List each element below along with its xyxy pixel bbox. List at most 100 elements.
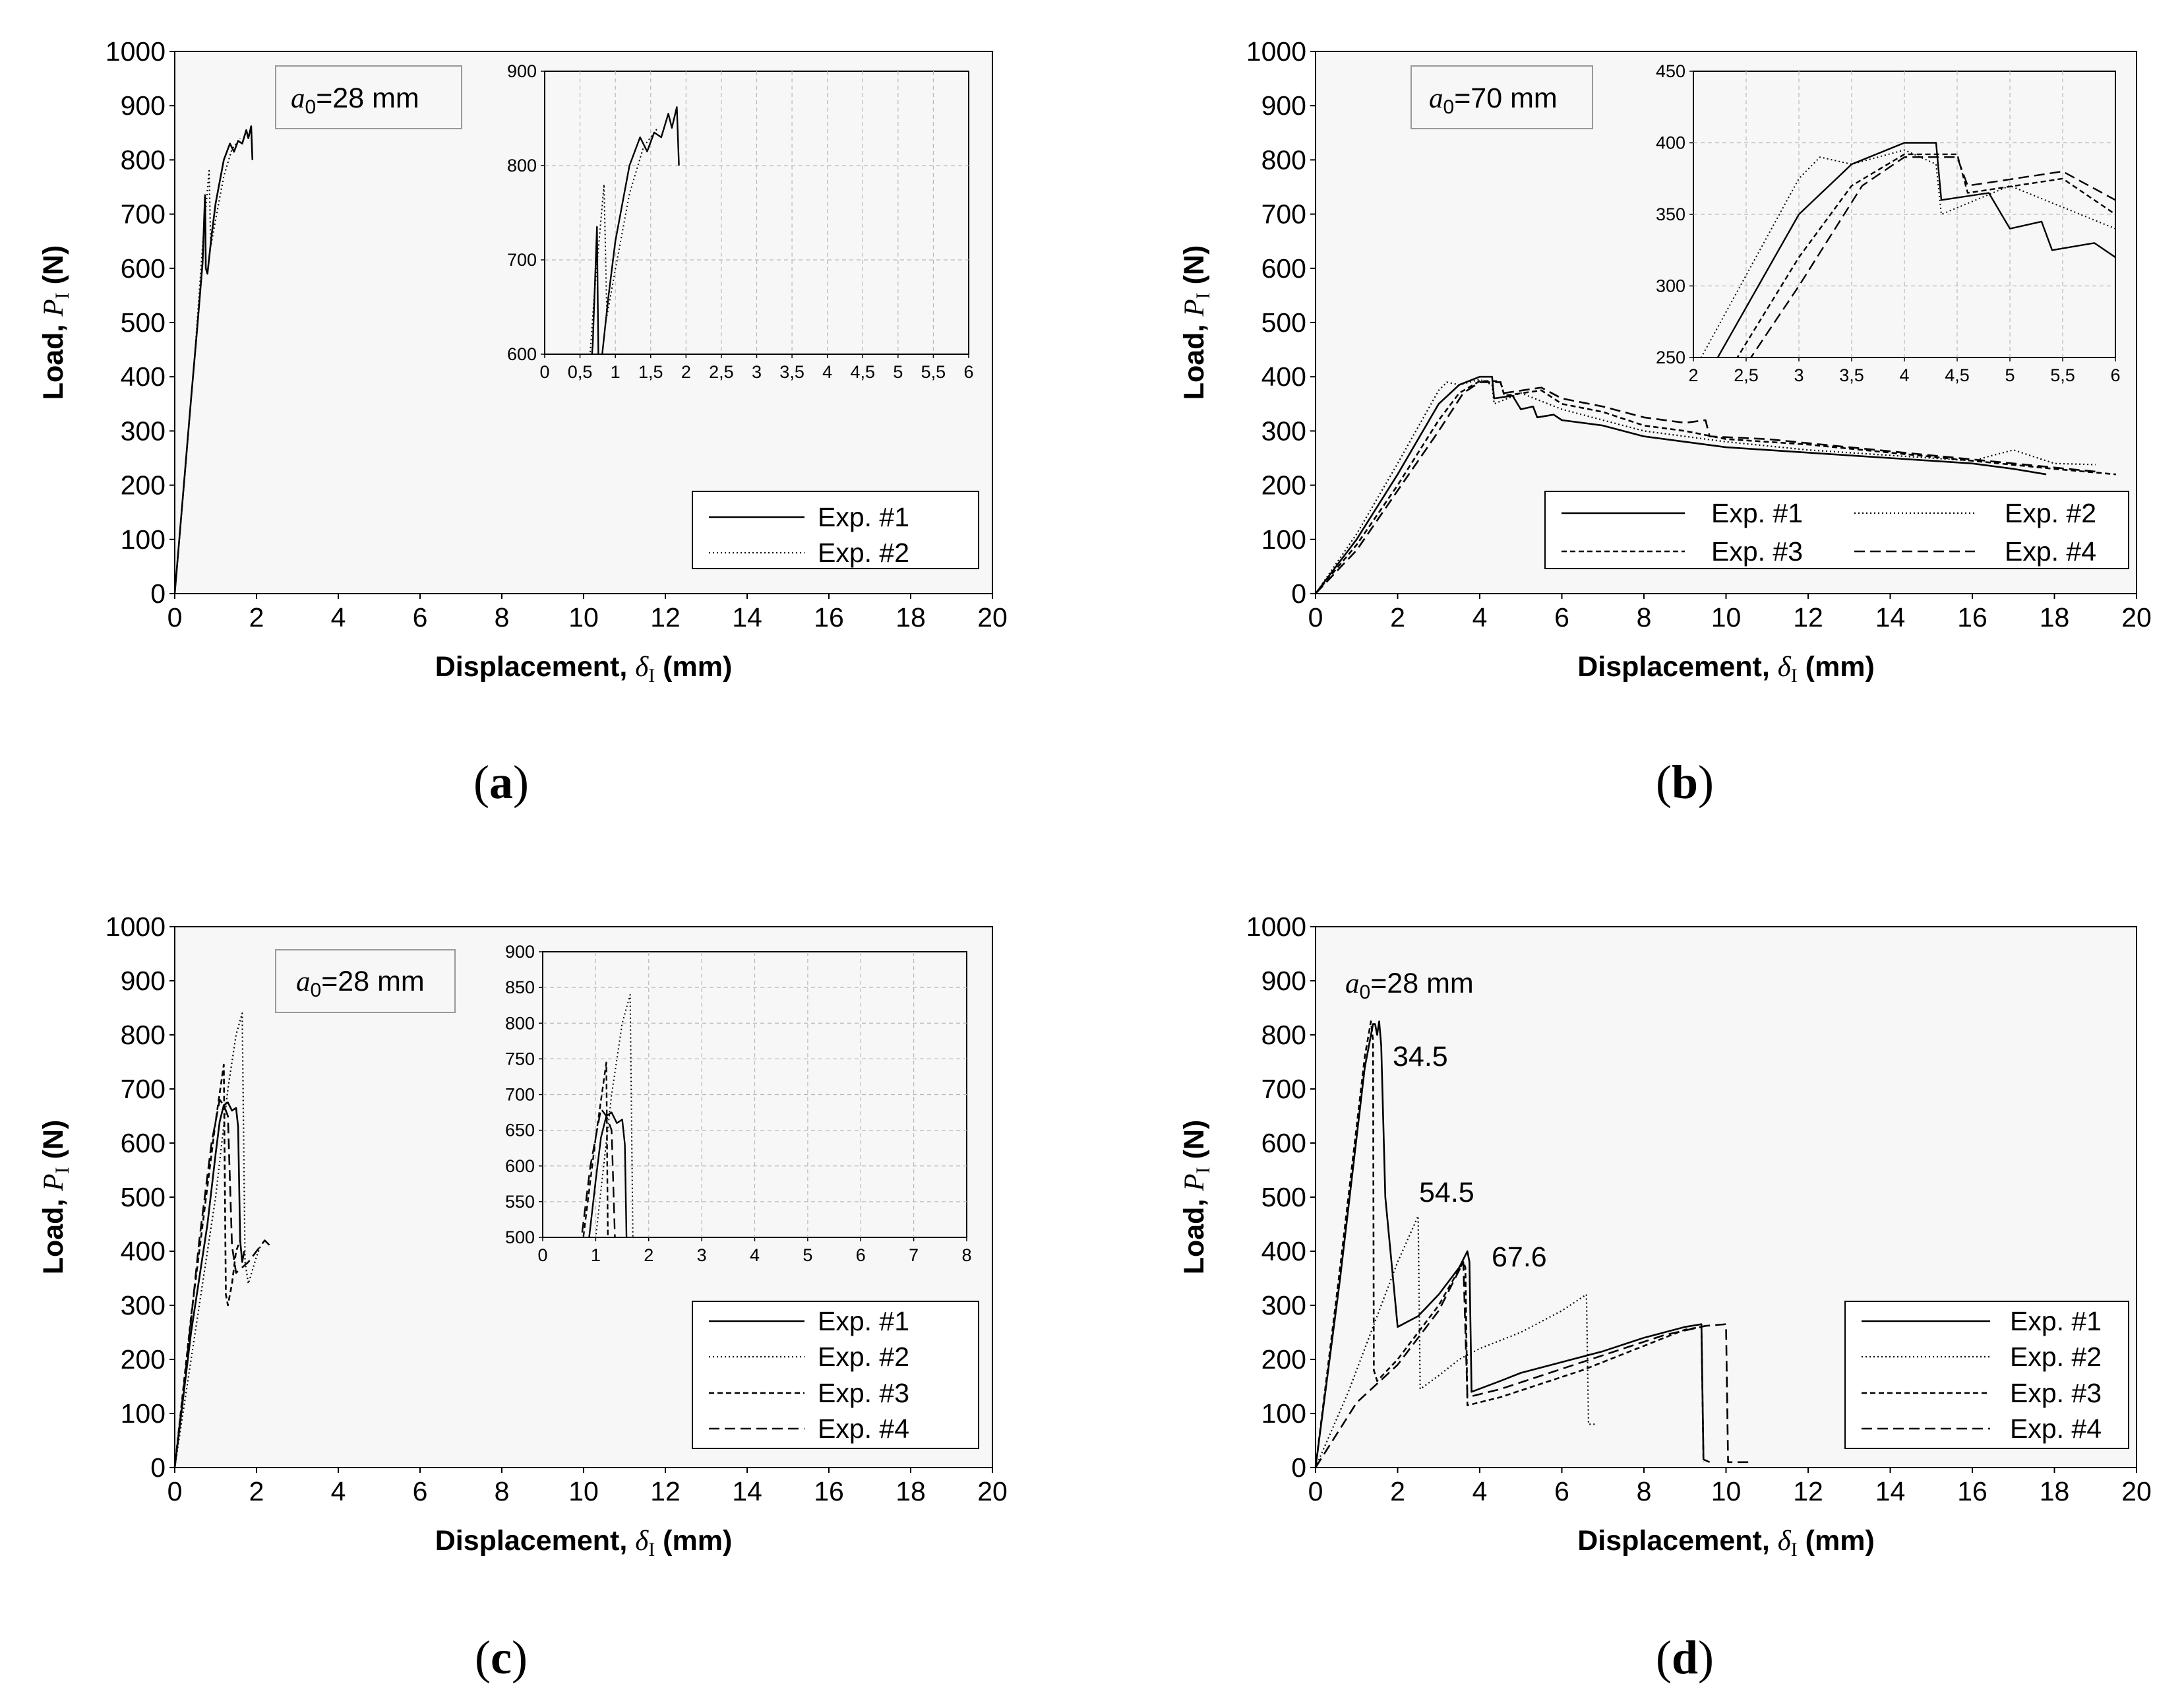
- y-tick-label: 800: [1261, 144, 1306, 175]
- y-axis-label: Load, PI (N): [1178, 1120, 1214, 1275]
- x-tick-label: 14: [732, 602, 762, 633]
- inset-x-tick-label: 5,5: [921, 362, 946, 382]
- y-tick-label: 700: [121, 1074, 166, 1104]
- inset-x-tick-label: 2: [644, 1245, 653, 1265]
- crack-length-annotation: a0=28 mm: [296, 966, 425, 1001]
- y-tick-label: 900: [1261, 90, 1306, 121]
- legend-label: Exp. #4: [2010, 1413, 2102, 1444]
- x-axis-symbol-sub: I: [1791, 665, 1798, 687]
- panel-label: (d): [1656, 1631, 1714, 1684]
- panel-label-open: (: [1656, 756, 1672, 809]
- inset-y-tick-label: 700: [507, 250, 537, 270]
- legend-label: Exp. #1: [818, 502, 909, 532]
- x-axis-symbol-sub: I: [648, 1539, 655, 1561]
- x-tick-label: 6: [1554, 602, 1569, 633]
- series-line-4: [1314, 1261, 1751, 1468]
- legend-label: Exp. #1: [1711, 498, 1803, 528]
- legend-label: Exp. #2: [818, 538, 909, 568]
- annotation-value: =70 mm: [1454, 82, 1558, 114]
- series-line-2: [173, 1012, 262, 1468]
- inset-series-group: [1700, 142, 2115, 357]
- panel-label: (b): [1656, 756, 1714, 809]
- x-axis-label: Displacement, δI (mm): [435, 1525, 733, 1561]
- y-tick-label: 1000: [1246, 912, 1306, 942]
- x-tick-label: 20: [2121, 1476, 2152, 1506]
- y-tick-label: 300: [1261, 1290, 1306, 1320]
- x-tick-label: 8: [1637, 1476, 1652, 1506]
- inset-x-tick-label: 2: [1688, 365, 1698, 385]
- x-tick-label: 18: [2040, 1476, 2070, 1506]
- inset-series-line-4: [1749, 156, 2115, 357]
- legend: Exp. #1 Exp. #2 Exp. #3 Exp. #4: [1844, 1301, 2129, 1449]
- y-tick-label: 200: [121, 470, 166, 501]
- y-tick-label: 900: [1261, 966, 1306, 996]
- x-tick-label: 2: [249, 602, 264, 633]
- inset-x-tick-label: 6: [963, 362, 973, 382]
- x-tick-label: 0: [167, 1476, 183, 1506]
- y-tick-label: 800: [121, 1020, 166, 1050]
- x-tick-label: 10: [1711, 1476, 1742, 1506]
- inset-series-line-2: [1700, 149, 2115, 357]
- inset-y-tick-label: 800: [505, 1013, 535, 1033]
- x-tick-label: 6: [413, 602, 428, 633]
- panel-label-open: (: [1656, 1631, 1672, 1684]
- inset-y-tick-label: 700: [505, 1085, 535, 1105]
- annotation-box: [275, 949, 456, 1013]
- y-axis-label-text: Load,: [38, 1191, 69, 1275]
- x-tick-label: 10: [1711, 602, 1742, 633]
- inset-series-group: [580, 994, 634, 1237]
- inset-x-tick-label: 7: [909, 1245, 919, 1265]
- annotation-box: [1410, 65, 1593, 129]
- annotation-symbol: a: [296, 966, 311, 997]
- inset-x-tick-label: 3,5: [779, 362, 804, 382]
- x-tick-label: 0: [1308, 1476, 1323, 1506]
- x-axis-label: Displacement, δI (mm): [1577, 651, 1875, 687]
- inset-x-tick-label: 0,5: [568, 362, 593, 382]
- y-tick-label: 1000: [106, 36, 166, 67]
- y-tick-label: 900: [121, 90, 166, 121]
- y-axis-symbol-sub: I: [1192, 1167, 1214, 1173]
- inset-series-group: [589, 106, 680, 354]
- y-tick-label: 400: [1261, 361, 1306, 392]
- inset-series-line-1: [588, 1111, 628, 1237]
- inset-x-tick-label: 5: [2005, 365, 2015, 385]
- y-tick-label: 200: [1261, 1344, 1306, 1375]
- legend-label: Exp. #2: [2010, 1342, 2102, 1372]
- inset-y-tick-label: 600: [505, 1156, 535, 1176]
- x-tick-label: 2: [1390, 1476, 1405, 1506]
- y-axis-label: Load, PI (N): [38, 245, 73, 400]
- panel-label-letter: b: [1672, 756, 1698, 809]
- inset-x-tick-label: 5,5: [2050, 365, 2075, 385]
- series-line-3: [1314, 1020, 1705, 1468]
- y-axis-symbol-sub: I: [51, 1167, 73, 1173]
- x-tick-label: 16: [814, 1476, 844, 1506]
- x-tick-label: 6: [1554, 1476, 1569, 1506]
- annotation-symbol: a: [1345, 968, 1360, 999]
- x-tick-label: 16: [1957, 1476, 1987, 1506]
- y-tick-label: 1000: [1246, 36, 1306, 67]
- annotation-value: =28 mm: [316, 82, 419, 114]
- y-axis-unit: (N): [1178, 1120, 1210, 1167]
- x-tick-label: 0: [167, 602, 183, 633]
- y-tick-label: 500: [1261, 307, 1306, 338]
- legend: Exp. #1 Exp. #2: [692, 491, 979, 569]
- inset-x-tick-label: 6: [2110, 365, 2120, 385]
- x-tick-label: 4: [1472, 602, 1488, 633]
- inset-x-tick-label: 4,5: [850, 362, 875, 382]
- inset-chart: 0 1 2 3 4 5 6 7 8 500 550 600 650 700 750 800 850 900: [505, 942, 972, 1265]
- y-axis-unit: (N): [1178, 245, 1210, 293]
- x-tick-label: 8: [1637, 602, 1652, 633]
- inset-x-tick-label: 2,5: [1734, 365, 1759, 385]
- y-tick-label: 700: [1261, 1074, 1306, 1104]
- inset-y-tick-label: 500: [505, 1227, 535, 1247]
- y-tick-label: 600: [1261, 253, 1306, 284]
- legend-label: Exp. #4: [2005, 536, 2096, 567]
- y-axis-symbol: P: [38, 1173, 69, 1191]
- y-tick-label: 500: [1261, 1182, 1306, 1212]
- y-tick-label: 800: [121, 144, 166, 175]
- y-tick-label: 100: [1261, 1398, 1306, 1429]
- legend: Exp. #1 Exp. #2 Exp. #3 Exp. #4: [1544, 491, 2129, 569]
- series-line-3: [173, 1063, 241, 1468]
